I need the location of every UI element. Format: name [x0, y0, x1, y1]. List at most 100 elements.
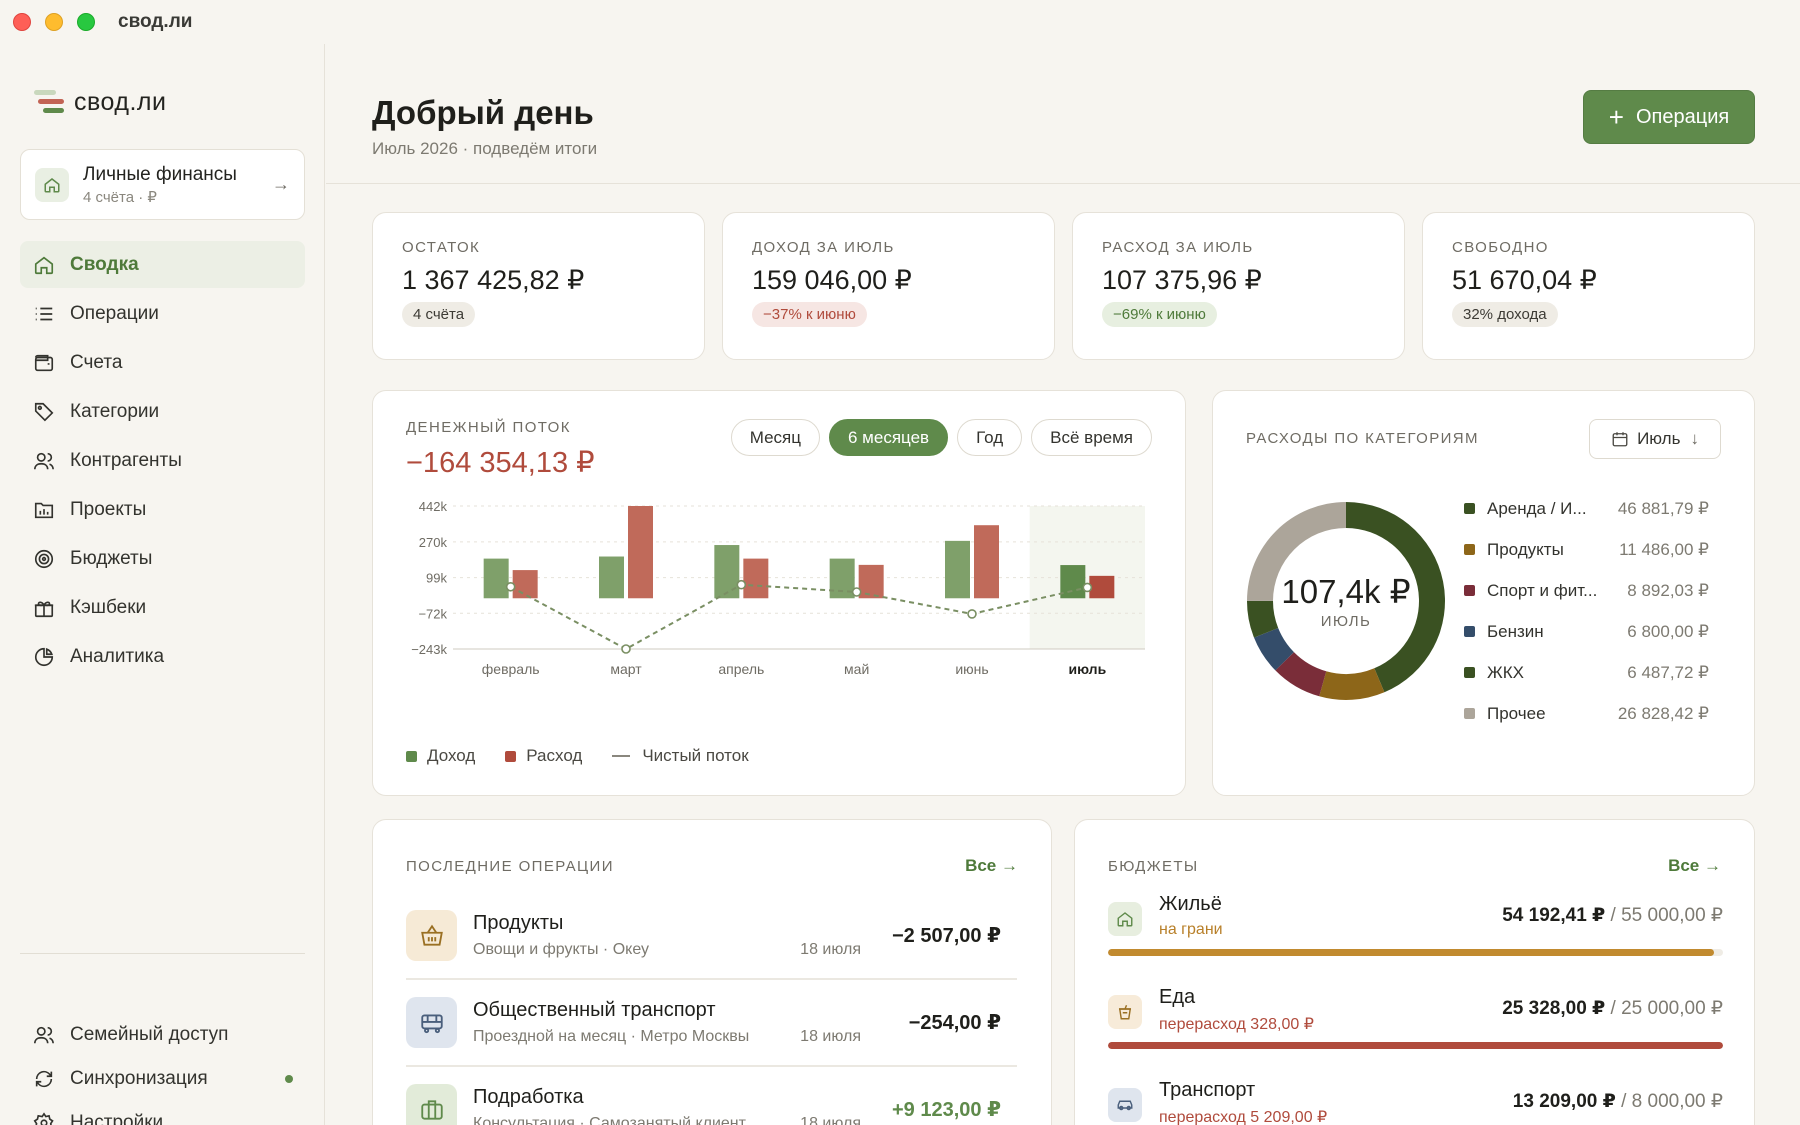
month-dropdown-value: Июль [1637, 429, 1681, 448]
sidebar-item-summary[interactable]: Сводка [20, 241, 305, 288]
y-tick-label: 442k [419, 499, 448, 514]
zoom-window-button[interactable] [77, 13, 95, 31]
net-flow-point[interactable] [505, 581, 516, 592]
recent-all-link[interactable]: Все → [965, 856, 1018, 875]
kpi-value: 51 670,04 ₽ [1452, 265, 1597, 295]
budgets-title: БЮДЖЕТЫ [1108, 858, 1199, 875]
net-flow-point[interactable] [621, 644, 631, 654]
sidebar-item-label: Синхронизация [70, 1068, 208, 1089]
category-amount: 6 800,00 ₽ [1627, 621, 1709, 641]
bar-income[interactable] [945, 540, 970, 599]
sidebar-item-categories[interactable]: Категории [20, 388, 305, 435]
category-row[interactable]: ЖКХ 6 487,72 ₽ [1464, 652, 1709, 693]
bar-expense[interactable] [1089, 575, 1115, 599]
sidebar-item-analytics[interactable]: Аналитика [20, 633, 305, 680]
operation-row[interactable]: Общественный транспорт Проездной на меся… [406, 980, 1017, 1067]
budgets-all-link[interactable]: Все → [1668, 856, 1721, 875]
chart-legend: Доход Расход Чистый поток [406, 746, 779, 766]
main-content: Добрый день Июль 2026 · подведём итоги +… [326, 44, 1800, 1125]
operation-amount: +9 123,00 ₽ [891, 1099, 1001, 1121]
header-divider [326, 183, 1800, 184]
budget-row[interactable]: Еда перерасход 328,00 ₽ 25 328,00 ₽ / 25… [1108, 983, 1723, 1076]
bar-expense[interactable] [858, 564, 884, 599]
net-flow-point[interactable] [736, 579, 747, 590]
calendar-icon [1612, 432, 1628, 447]
category-row[interactable]: Продукты 11 486,00 ₽ [1464, 529, 1709, 570]
net-flow-point[interactable] [1082, 582, 1093, 593]
cashflow-title: ДЕНЕЖНЫЙ ПОТОК [406, 419, 571, 436]
sidebar-item-family-access[interactable]: Семейный доступ [20, 1014, 305, 1056]
window-title: свод.ли [118, 11, 193, 32]
sidebar-item-counterparties[interactable]: Контрагенты [20, 437, 305, 484]
y-tick-label: 270k [419, 535, 448, 550]
sidebar-item-budgets[interactable]: Бюджеты [20, 535, 305, 582]
recent-operations-card: ПОСЛЕДНИЕ ОПЕРАЦИИ Все → Продукты Овощи … [372, 819, 1052, 1125]
app-logo[interactable]: свод.ли [34, 88, 166, 117]
donut-slice[interactable] [1247, 600, 1279, 638]
bar-income[interactable] [599, 556, 624, 599]
y-tick-label: −243k [411, 642, 447, 657]
close-window-button[interactable] [13, 13, 31, 31]
category-row[interactable]: Аренда / И... 46 881,79 ₽ [1464, 488, 1709, 529]
category-name: ЖКХ [1487, 662, 1524, 682]
kpi-card-balance[interactable]: ОСТАТОК 1 367 425,82 ₽ 4 счёта [372, 212, 705, 360]
budget-row[interactable]: Жильё на грани 54 192,41 ₽ / 55 000,00 ₽ [1108, 890, 1723, 983]
donut-slice[interactable] [1254, 627, 1294, 671]
add-operation-button[interactable]: + Операция [1583, 90, 1755, 144]
donut-slice[interactable] [1275, 652, 1327, 697]
sidebar-item-settings[interactable]: Настройки [20, 1102, 305, 1125]
window-titlebar: свод.ли [0, 0, 1800, 44]
budget-status: перерасход 5 209,00 ₽ [1159, 1109, 1328, 1125]
sidebar-item-accounts[interactable]: Счета [20, 339, 305, 386]
sidebar-item-label: Категории [70, 400, 160, 422]
kpi-card-expense[interactable]: РАСХОД ЗА ИЮЛЬ 107 375,96 ₽ −69% к июню [1072, 212, 1405, 360]
net-flow-point[interactable] [967, 609, 977, 619]
kpi-label: СВОБОДНО [1452, 239, 1549, 256]
period-month-button[interactable]: Месяц [730, 419, 820, 456]
sidebar-item-sync[interactable]: Синхронизация [20, 1058, 305, 1100]
x-tick-label: апрель [718, 661, 764, 677]
operation-row[interactable]: Продукты Овощи и фрукты · Океу 18 июля −2… [406, 893, 1017, 980]
donut-slice[interactable] [1319, 668, 1385, 700]
bar-income[interactable] [483, 558, 509, 599]
budget-row[interactable]: Транспорт перерасход 5 209,00 ₽ 13 209,0… [1108, 1076, 1723, 1125]
bar-income[interactable] [714, 545, 740, 599]
bar-expense[interactable] [974, 525, 999, 599]
period-year-button[interactable]: Год [957, 419, 1023, 456]
category-color-dot [1464, 503, 1475, 514]
sidebar-item-cashback[interactable]: Кэшбеки [20, 584, 305, 631]
operation-row[interactable]: Подработка Консультация · Самозанятый кл… [406, 1067, 1017, 1125]
category-row[interactable]: Прочее 26 828,42 ₽ [1464, 693, 1709, 734]
period-all-time-button[interactable]: Всё время [1031, 419, 1152, 456]
category-row[interactable]: Спорт и фит... 8 892,03 ₽ [1464, 570, 1709, 611]
logo-icon [34, 89, 64, 116]
minimize-window-button[interactable] [45, 13, 63, 31]
bar-expense[interactable] [628, 506, 653, 599]
category-color-dot [1464, 544, 1475, 555]
workspace-switcher[interactable]: Личные финансы 4 счёта · ₽ → [20, 149, 305, 220]
month-dropdown[interactable]: Июль ↓ [1589, 419, 1721, 459]
bar-expense[interactable] [743, 558, 769, 599]
operations-list: Продукты Овощи и фрукты · Океу 18 июля −2… [406, 893, 1017, 1125]
bar-expense[interactable] [512, 570, 538, 599]
period-selector: Месяц 6 месяцев Год Всё время [722, 419, 1152, 456]
sidebar-item-operations[interactable]: Операции [20, 290, 305, 337]
y-tick-label: 99k [426, 571, 447, 586]
donut-slice[interactable] [1247, 502, 1346, 601]
kpi-card-free[interactable]: СВОБОДНО 51 670,04 ₽ 32% дохода [1422, 212, 1755, 360]
category-row[interactable]: Бензин 6 800,00 ₽ [1464, 611, 1709, 652]
categories-list: Аренда / И... 46 881,79 ₽ Продукты 11 48… [1464, 488, 1709, 734]
donut-chart [1247, 502, 1445, 700]
period-6-months-button[interactable]: 6 месяцев [829, 419, 949, 456]
category-amount: 8 892,03 ₽ [1627, 580, 1709, 600]
budget-limit: / 25 000,00 ₽ [1610, 998, 1723, 1019]
sidebar-item-label: Настройки [70, 1112, 164, 1125]
kpi-card-income[interactable]: ДОХОД ЗА ИЮЛЬ 159 046,00 ₽ −37% к июню [722, 212, 1055, 360]
plus-icon: + [1608, 101, 1624, 132]
basket-icon [406, 910, 457, 961]
donut-slice[interactable] [1346, 502, 1445, 693]
sidebar-item-projects[interactable]: Проекты [20, 486, 305, 533]
net-flow-point[interactable] [851, 587, 862, 597]
bar-income[interactable] [1060, 565, 1086, 599]
budget-spent: 54 192,41 ₽ [1502, 905, 1606, 926]
